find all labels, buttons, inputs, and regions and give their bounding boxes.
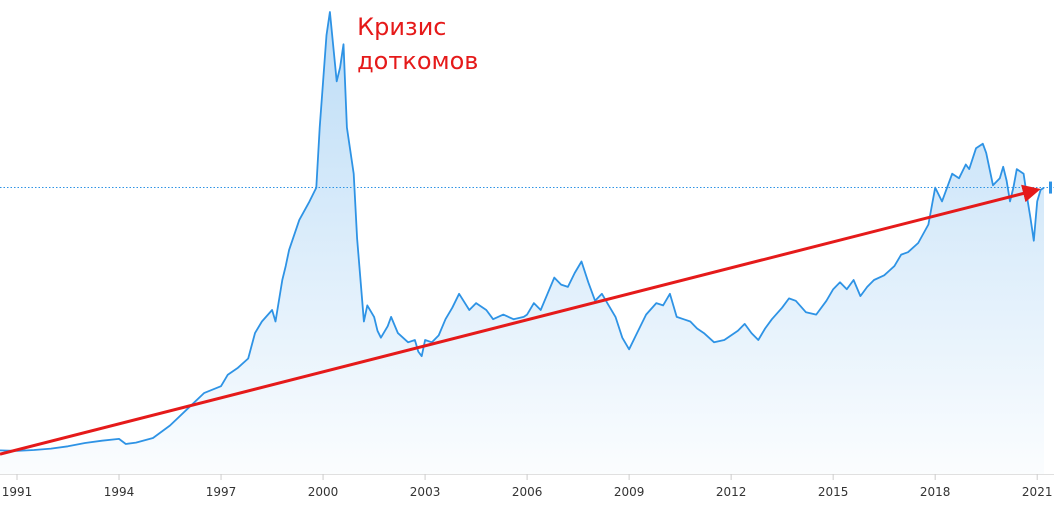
x-tick-label: 2018 — [920, 485, 951, 499]
x-axis: 1991 1994 1997 2000 2003 2006 2009 2012 2015 2018… — [0, 474, 1054, 499]
annotations: Кризис доткомов — [357, 13, 478, 75]
x-tick-label: 1997 — [206, 485, 237, 499]
reference-marker — [1049, 181, 1052, 194]
plot-area — [0, 11, 1054, 474]
x-tick-label: 2006 — [512, 485, 543, 499]
x-tick-label: 2021 — [1022, 485, 1053, 499]
annotation-text: Кризис доткомов — [357, 13, 478, 75]
trend-arrow — [0, 184, 1041, 456]
series-line — [0, 11, 1045, 452]
x-tick-label: 2003 — [410, 485, 441, 499]
x-tick-label: 2000 — [308, 485, 339, 499]
annotation-line: Кризис — [357, 13, 446, 41]
x-tick-label: 2009 — [614, 485, 645, 499]
annotation-line: доткомов — [357, 47, 478, 75]
x-tick-label: 2015 — [818, 485, 849, 499]
series-area — [0, 12, 1044, 474]
x-tick-label: 1994 — [104, 485, 135, 499]
x-tick-label: 2012 — [716, 485, 747, 499]
x-tick-label: 1991 — [2, 485, 33, 499]
